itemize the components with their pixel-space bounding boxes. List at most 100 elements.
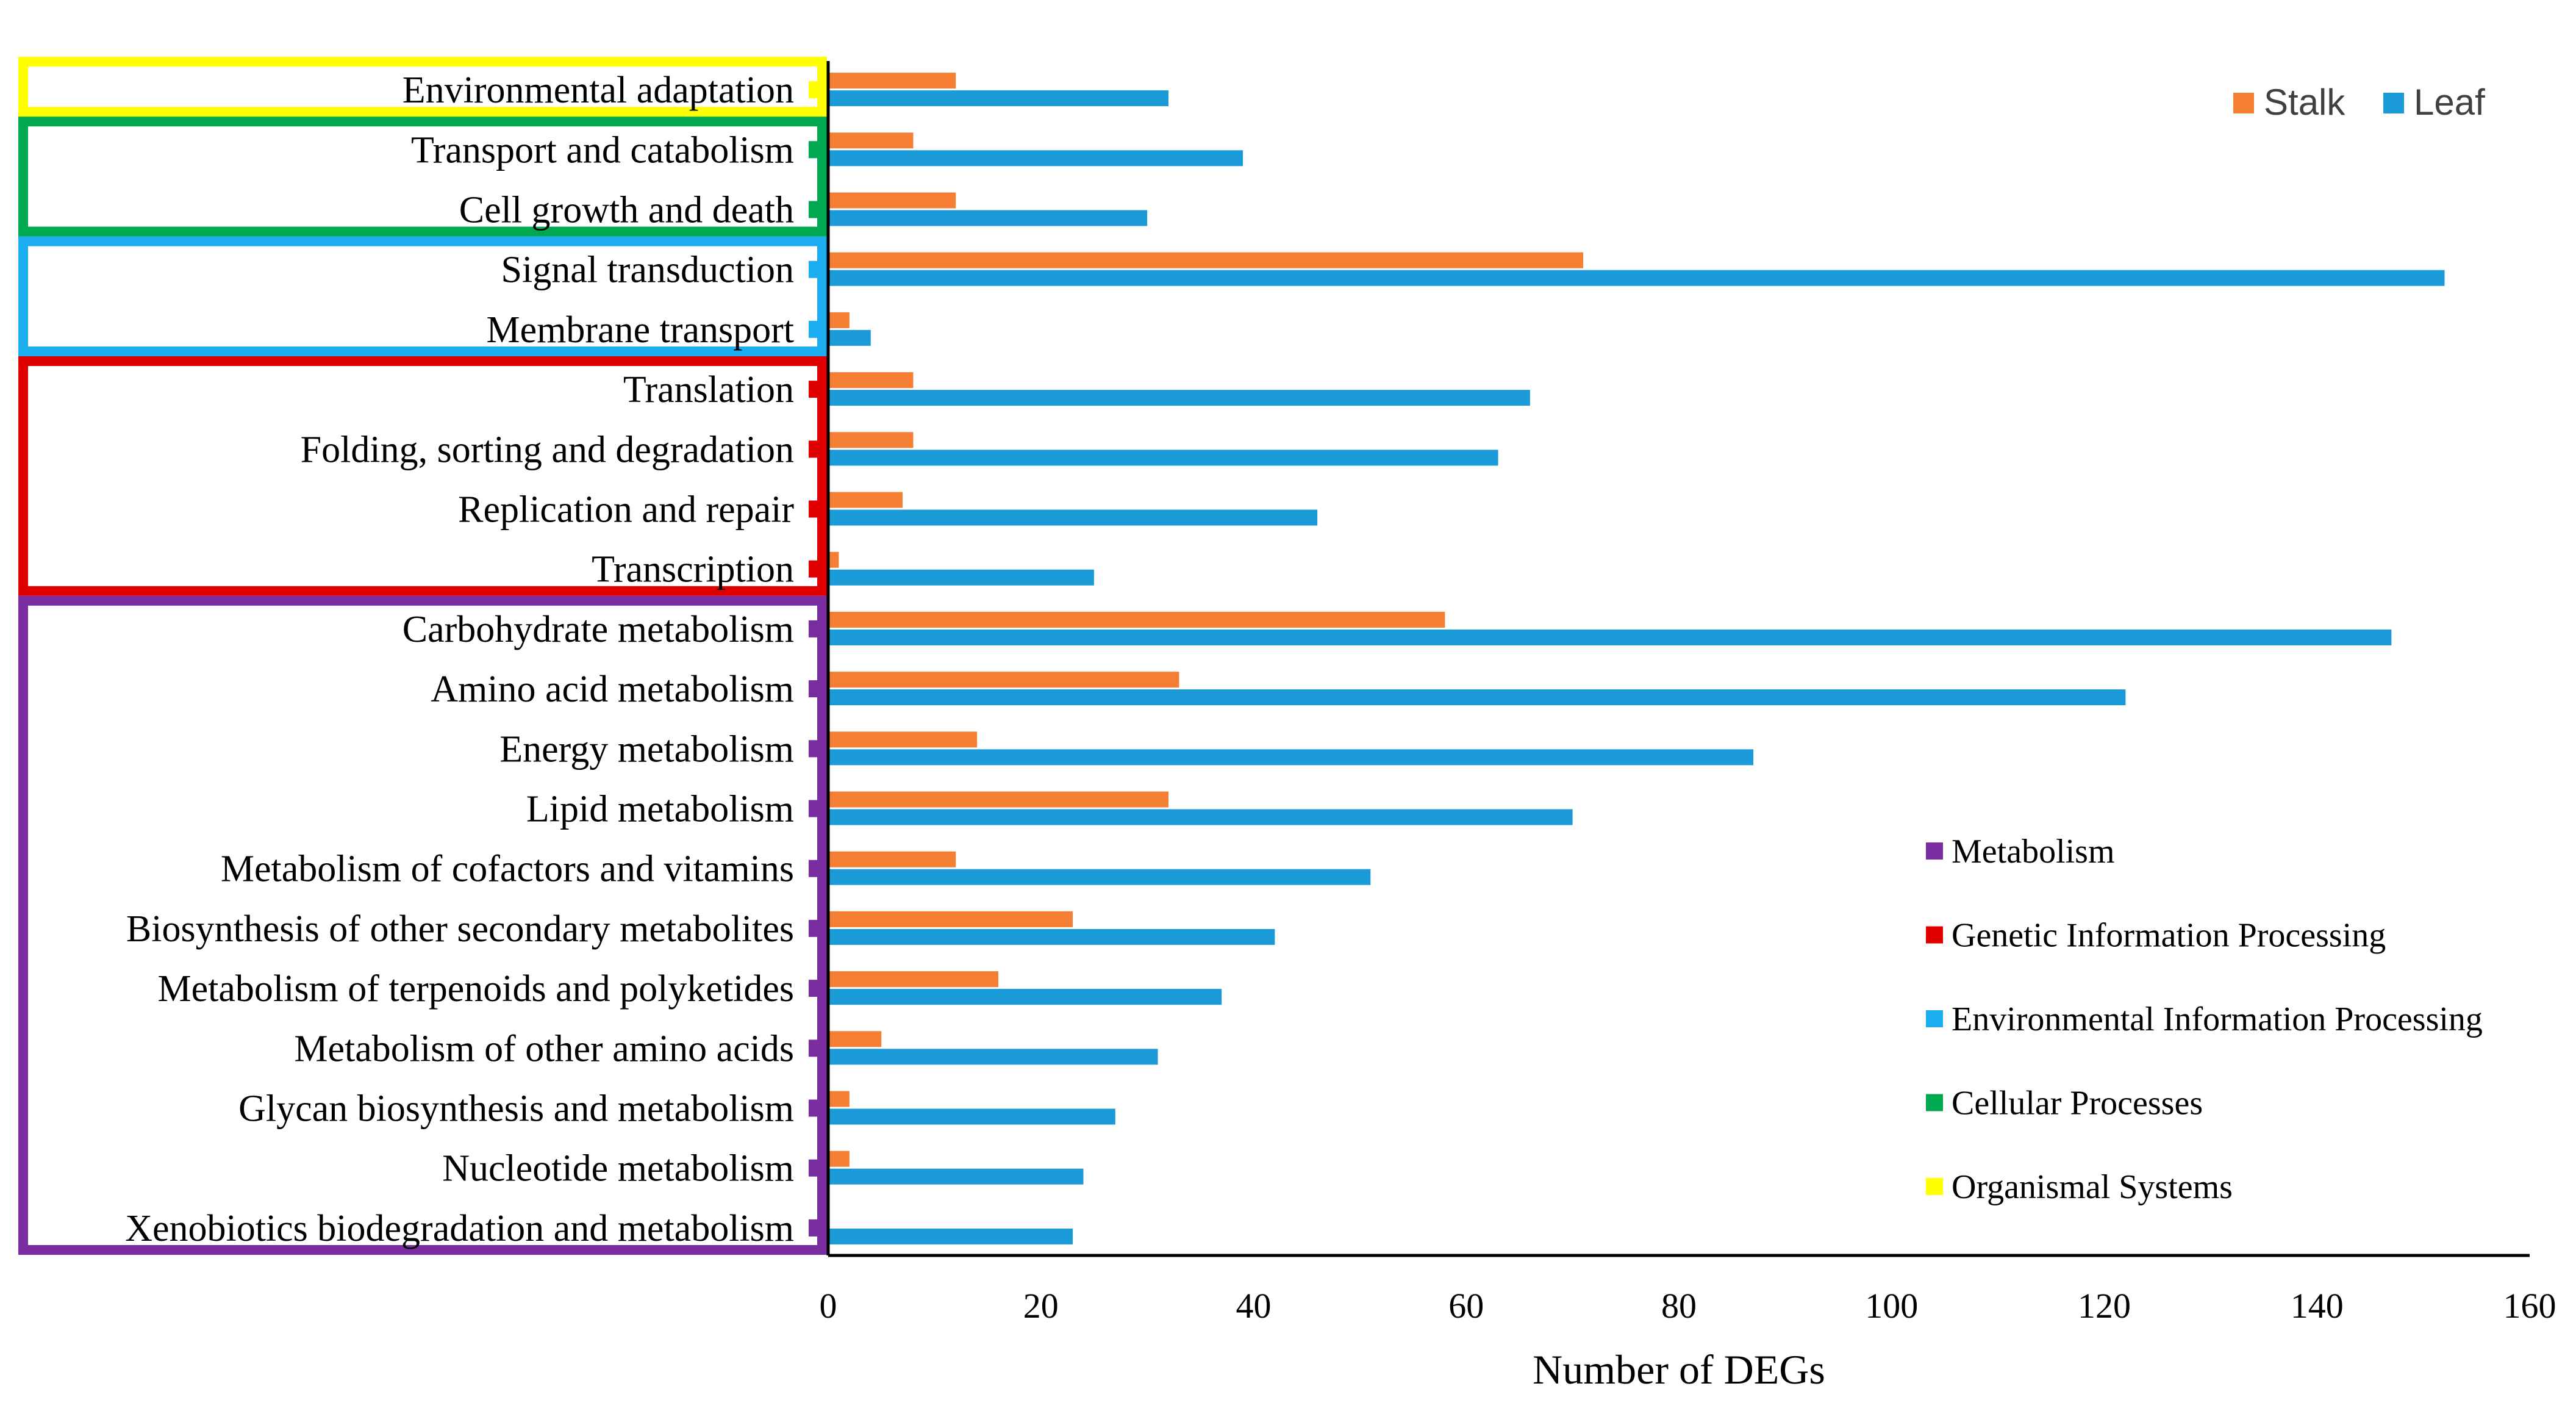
bar-stalk-translation [828,372,914,389]
bar-leaf-biosynthesis-of-other-secondary-metabolites [828,928,1275,945]
bar-leaf-translation [828,390,1530,406]
group-marker [809,320,825,338]
category-label-cell-growth-and-death: Cell growth and death [459,190,794,231]
bar-stalk-membrane-transport [828,312,850,328]
bar-stalk-lipid-metabolism [828,791,1168,808]
bar-stalk-transport-and-catabolism [828,132,914,149]
category-label-metabolism-of-cofactors-and-vitamins: Metabolism of cofactors and vitamins [221,849,794,890]
legend-label-metabolism: Metabolism [1952,833,2115,871]
x-tick-label-80: 80 [1661,1286,1697,1326]
bar-leaf-metabolism-of-cofactors-and-vitamins [828,869,1371,885]
bar-stalk-glycan-biosynthesis-and-metabolism [828,1091,850,1107]
category-label-transport-and-catabolism: Transport and catabolism [411,129,794,171]
category-label-lipid-metabolism: Lipid metabolism [526,789,794,830]
group-marker [809,260,825,278]
bars-layer [828,73,2445,1244]
legend-swatch-environmental-information-processing [1926,1010,1943,1027]
bar-leaf-membrane-transport [828,329,871,346]
category-label-energy-metabolism: Energy metabolism [499,728,794,770]
x-tick-label-100: 100 [1865,1286,1918,1326]
x-axis-title: Number of DEGs [1533,1346,1825,1393]
axes [826,61,2530,1257]
legend-label-stalk: Stalk [2264,82,2345,123]
bar-stalk-folding-sorting-and-degradation [828,432,914,448]
bar-stalk-carbohydrate-metabolism [828,611,1445,628]
group-marker [809,81,825,99]
category-label-translation: Translation [623,369,794,411]
bar-leaf-environmental-adaptation [828,90,1168,107]
category-label-nucleotide-metabolism: Nucleotide metabolism [442,1148,794,1190]
bar-leaf-nucleotide-metabolism [828,1168,1084,1185]
category-label-biosynthesis-of-other-secondary-metabolites: Biosynthesis of other secondary metaboli… [126,908,794,950]
category-group-boxes [18,57,827,1255]
group-marker [809,560,825,578]
category-label-xenobiotics-biodegradation-and-metabolism: Xenobiotics biodegradation and metabolis… [125,1208,794,1249]
group-marker [809,740,825,758]
category-label-carbohydrate-metabolism: Carbohydrate metabolism [402,609,794,650]
bar-leaf-signal-transduction [828,270,2445,286]
x-tick-label-40: 40 [1236,1286,1272,1326]
legend-label-leaf: Leaf [2414,82,2485,123]
category-label-replication-and-repair: Replication and repair [458,489,794,531]
series-legend: Stalk Leaf [2233,82,2485,123]
group-marker [809,1219,825,1237]
category-label-glycan-biosynthesis-and-metabolism: Glycan biosynthesis and metabolism [238,1088,794,1130]
group-marker [809,141,825,159]
bar-stalk-biosynthesis-of-other-secondary-metabolites [828,911,1073,927]
group-marker [809,201,825,218]
bar-leaf-replication-and-repair [828,509,1318,526]
category-label-amino-acid-metabolism: Amino acid metabolism [431,669,794,710]
bar-leaf-amino-acid-metabolism [828,689,2126,706]
bar-stalk-energy-metabolism [828,731,978,748]
bar-stalk-metabolism-of-cofactors-and-vitamins [828,851,956,867]
legend-label-environmental-information-processing: Environmental Information Processing [1952,1000,2483,1038]
category-label-membrane-transport: Membrane transport [487,309,794,351]
legend-label-cellular-processes: Cellular Processes [1952,1085,2203,1122]
group-marker [809,1159,825,1177]
category-label-environmental-adaptation: Environmental adaptation [402,70,794,111]
bar-leaf-transport-and-catabolism [828,150,1243,167]
group-marker [809,381,825,398]
x-tick-label-140: 140 [2291,1286,2344,1326]
group-box-environmental-information-processing [18,236,827,356]
bar-leaf-glycan-biosynthesis-and-metabolism [828,1108,1115,1125]
bar-leaf-lipid-metabolism [828,809,1573,825]
group-marker [809,680,825,698]
legend-swatch-metabolism [1926,842,1943,860]
x-tick-label-20: 20 [1023,1286,1059,1326]
group-box-genetic-information-processing [18,356,827,596]
category-label-metabolism-of-terpenoids-and-polyketides: Metabolism of terpenoids and polyketides [158,968,794,1010]
bar-stalk-metabolism-of-terpenoids-and-polyketides [828,971,998,988]
bar-leaf-metabolism-of-other-amino-acids [828,1049,1158,1065]
category-group-markers [809,81,825,1237]
x-tick-labels: 0 20 40 60 80 100 120 140 160 [820,1286,2556,1326]
bar-leaf-cell-growth-and-death [828,210,1148,226]
category-labels: Environmental adaptation Transport and ca… [125,70,794,1249]
group-marker [809,1039,825,1057]
legend-label-organismal-systems: Organismal Systems [1952,1168,2233,1206]
bar-leaf-carbohydrate-metabolism [828,629,2392,645]
group-marker [809,860,825,877]
legend-label-genetic-information-processing: Genetic Information Processing [1952,917,2386,955]
category-label-transcription: Transcription [592,549,794,591]
category-label-signal-transduction: Signal transduction [501,250,794,291]
group-marker [809,919,825,937]
category-label-folding-sorting-and-degradation: Folding, sorting and degradation [301,429,794,470]
bar-stalk-amino-acid-metabolism [828,672,1179,688]
bar-stalk-nucleotide-metabolism [828,1151,850,1167]
bar-stalk-signal-transduction [828,252,1584,268]
x-tick-label-60: 60 [1448,1286,1484,1326]
bar-leaf-xenobiotics-biodegradation-and-metabolism [828,1228,1073,1244]
bar-stalk-cell-growth-and-death [828,192,956,209]
group-legend: Metabolism Genetic Information Processing… [1926,833,2483,1206]
legend-swatch-genetic-information-processing [1926,926,1943,944]
x-tick-label-120: 120 [2078,1286,2131,1326]
bar-leaf-transcription [828,569,1094,586]
legend-swatch-leaf [2383,93,2404,113]
legend-swatch-stalk [2233,93,2254,113]
group-box-cellular-processes [18,117,827,237]
group-marker [809,440,825,458]
group-marker [809,980,825,997]
category-label-metabolism-of-other-amino-acids: Metabolism of other amino acids [294,1028,794,1069]
